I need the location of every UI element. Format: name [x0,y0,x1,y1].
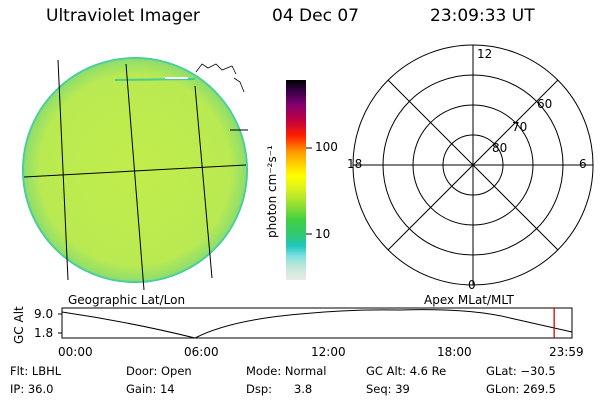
timeline-xtick: 12:00 [311,345,346,359]
gc-alt-readout: GC Alt: 4.6 Re [366,364,447,378]
timeline-xtick: 00:00 [58,345,93,359]
dsp-readout: Dsp: 3.8 [246,382,313,396]
timeline-ylabel: GC Alt [12,306,26,344]
mlt-label-6: 6 [579,157,587,171]
gain-readout: Gain: 14 [126,382,175,396]
glat-readout: GLat: −30.5 [486,364,556,378]
timeline-xtick: 06:00 [184,345,219,359]
apex-caption: Apex MLat/MLT [424,293,514,307]
ip-readout: IP: 36.0 [10,382,54,396]
mlt-label-18: 18 [347,157,363,171]
grid-line [194,85,213,279]
mlat-label-80: 80 [492,141,508,155]
seq-readout: Seq: 39 [366,382,410,396]
geographic-caption: Geographic Lat/Lon [68,293,186,307]
grid-line [57,59,69,281]
timeline-ytick: 1.8 [34,326,54,340]
grid-line [125,63,145,291]
colorbar-tick-10: 10 [315,227,331,241]
filter-readout: Flt: LBHL [10,364,62,378]
mlat-label-70: 70 [512,120,528,134]
mlat-label-60: 60 [537,97,553,111]
colorbar-tick-100: 100 [315,140,338,154]
mode-readout: Mode: Normal [246,364,327,378]
grid-line [23,164,247,178]
timeline-ytick: 9.0 [34,307,54,321]
instrument-title: Ultraviolet Imager [46,6,200,26]
altitude-curve [61,309,573,339]
mlt-label-12: 12 [477,47,493,61]
time-label: 23:09:33 UT [430,6,535,26]
mlt-label-0: 0 [468,278,476,292]
timeline-xtick: 18:00 [437,345,472,359]
door-readout: Door: Open [126,364,192,378]
date-label: 04 Dec 07 [272,6,359,26]
timeline-xtick: 23:59 [549,345,584,359]
glon-readout: GLon: 269.5 [486,382,556,396]
